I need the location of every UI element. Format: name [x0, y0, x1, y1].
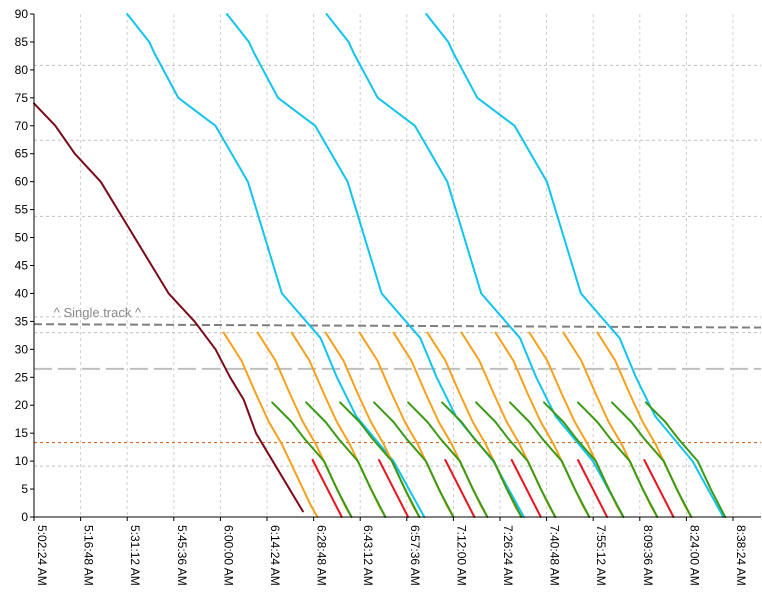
single-track-annotation: ^ Single track ^ [54, 305, 142, 320]
train-path-red [510, 459, 542, 518]
x-tick-label: 7:26:24 AM [501, 525, 515, 586]
y-tick-label: 10 [15, 454, 29, 468]
station-line [33, 323, 762, 329]
train-path-green [611, 401, 693, 518]
x-tick-label: 5:02:24 AM [35, 525, 49, 586]
train-path-red [577, 459, 609, 518]
train-path-green [475, 401, 557, 518]
y-tick-label: 90 [15, 7, 29, 21]
y-tick-label: 85 [15, 35, 29, 49]
train-path-green [305, 401, 387, 518]
y-tick-label: 25 [15, 370, 29, 384]
x-tick-label: 6:14:24 AM [268, 525, 282, 586]
train-path-green [644, 401, 727, 518]
series-layer [33, 13, 727, 518]
train-path-cyan [425, 13, 725, 518]
y-tick-label: 60 [15, 175, 29, 189]
y-tick-label: 45 [15, 259, 29, 273]
station-lines-layer [33, 64, 762, 467]
train-path-maroon [33, 102, 304, 513]
y-tick-label: 70 [15, 119, 29, 133]
y-tick-label: 40 [15, 286, 29, 300]
x-tick-label: 8:09:36 AM [641, 525, 655, 586]
y-tick-label: 30 [15, 342, 29, 356]
y-tick-label: 65 [15, 147, 29, 161]
train-path-cyan [126, 13, 426, 518]
x-tick-label: 6:28:48 AM [315, 525, 329, 586]
x-tick-label: 6:00:00 AM [221, 525, 235, 586]
x-tick-label: 6:57:36 AM [408, 525, 422, 586]
train-path-red [378, 459, 410, 518]
x-tick-label: 7:12:00 AM [454, 525, 468, 586]
train-path-red [311, 459, 343, 518]
train-path-cyan [325, 13, 625, 518]
y-tick-label: 0 [21, 510, 28, 524]
train-path-green [543, 401, 625, 518]
y-tick-label: 5 [21, 482, 28, 496]
x-tick-label: 8:24:00 AM [687, 525, 701, 586]
y-tick-label: 35 [15, 314, 29, 328]
x-tick-label: 6:43:12 AM [361, 525, 375, 586]
train-path-green [271, 401, 353, 518]
x-tick-label: 5:31:12 AM [128, 525, 142, 586]
train-path-green [407, 401, 489, 518]
x-tick-label: 7:40:48 AM [548, 525, 562, 586]
train-path-green [577, 401, 659, 518]
train-path-green [509, 401, 591, 518]
y-tick-label: 50 [15, 231, 29, 245]
train-path-orange [222, 331, 319, 518]
train-path-red [444, 459, 476, 518]
x-tick-label: 5:45:36 AM [175, 525, 189, 586]
x-tick-label: 8:38:24 AM [734, 525, 748, 586]
y-tick-label: 80 [15, 63, 29, 77]
x-tick-label: 7:55:12 AM [594, 525, 608, 586]
x-tick-label: 5:16:48 AM [82, 525, 96, 586]
y-tick-label: 20 [15, 398, 29, 412]
train-path-green [373, 401, 455, 518]
y-tick-label: 15 [15, 426, 29, 440]
train-path-red [643, 459, 675, 518]
y-tick-label: 75 [15, 91, 29, 105]
y-tick-label: 55 [15, 203, 29, 217]
grid-layer [80, 14, 734, 517]
train-path-green [339, 401, 421, 518]
axes-layer: 0 5 10 15 20 25 30 35 40 45 50 55 60 65 70 75 80 85 90 5:02… [15, 7, 761, 586]
train-path-green [441, 401, 523, 518]
